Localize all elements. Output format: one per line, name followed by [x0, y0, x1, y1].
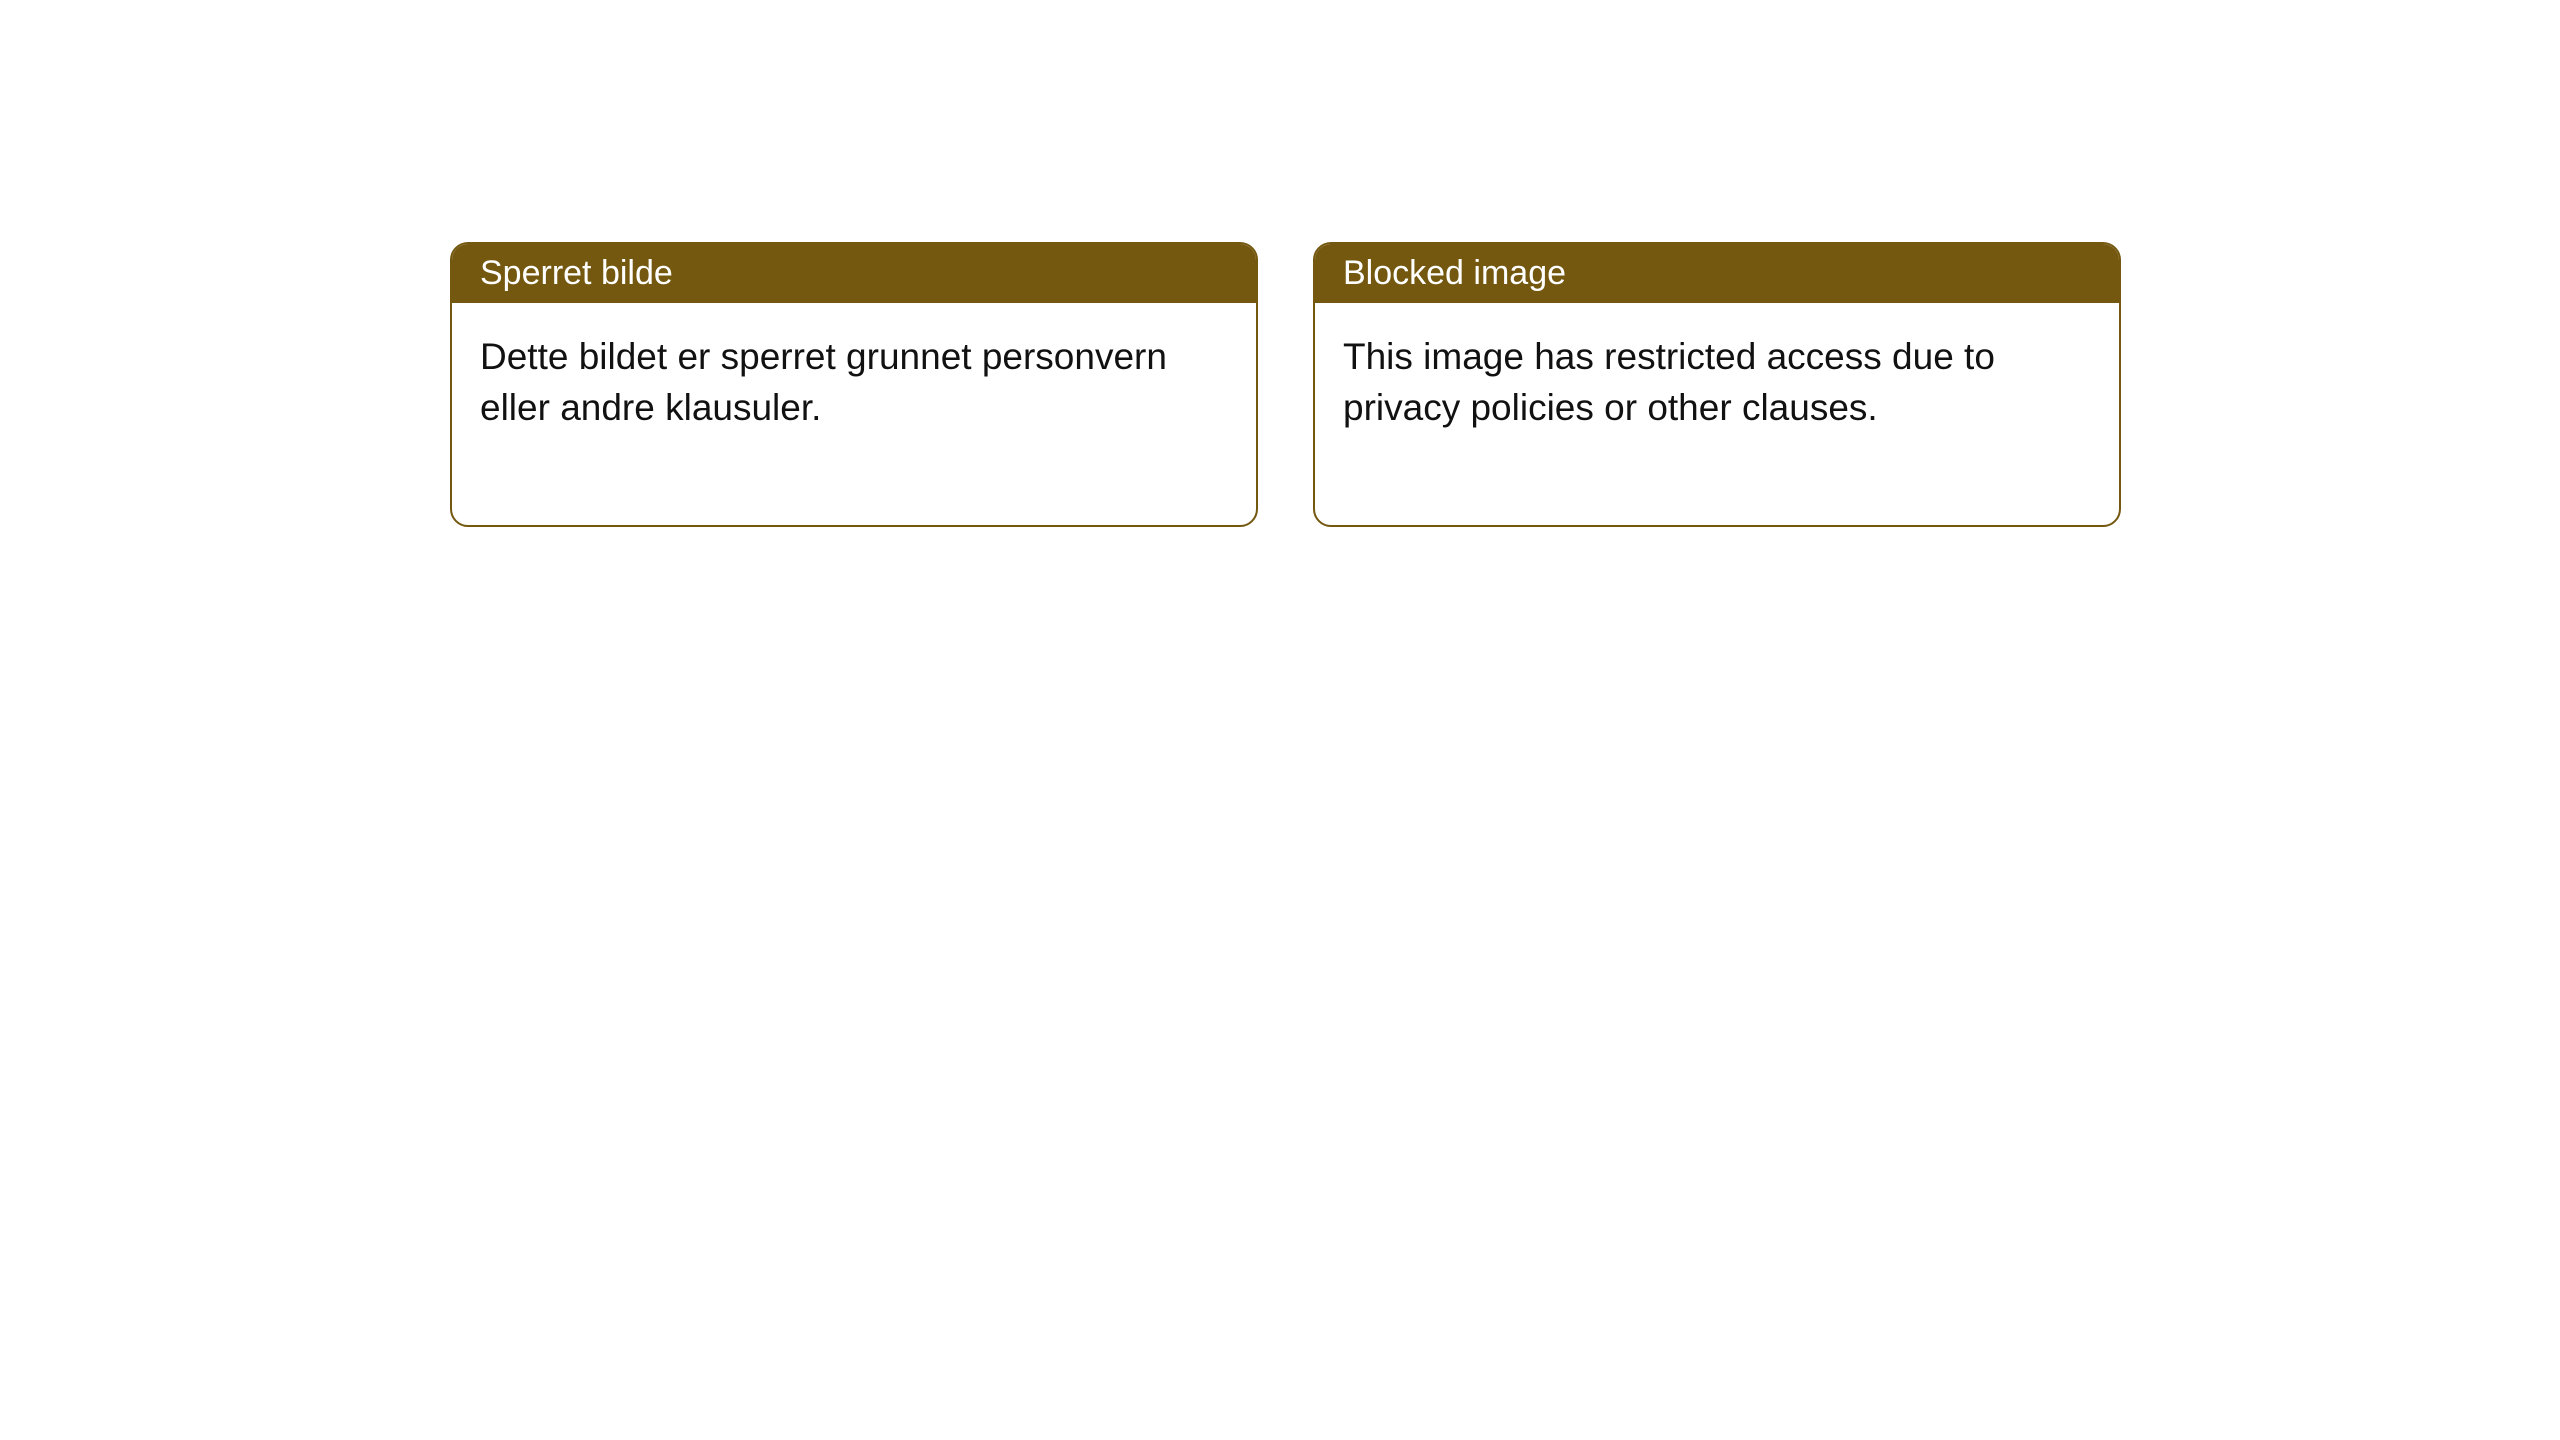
- notice-card-english: Blocked image This image has restricted …: [1313, 242, 2121, 527]
- notice-card-norwegian: Sperret bilde Dette bildet er sperret gr…: [450, 242, 1258, 527]
- notice-title: Blocked image: [1343, 254, 1566, 292]
- notice-title: Sperret bilde: [480, 254, 673, 292]
- notice-header: Sperret bilde: [452, 244, 1256, 303]
- notice-body-text: Dette bildet er sperret grunnet personve…: [480, 336, 1167, 428]
- notice-body-text: This image has restricted access due to …: [1343, 336, 1995, 428]
- notice-container: Sperret bilde Dette bildet er sperret gr…: [0, 0, 2560, 527]
- notice-body: This image has restricted access due to …: [1315, 303, 2119, 525]
- notice-header: Blocked image: [1315, 244, 2119, 303]
- notice-body: Dette bildet er sperret grunnet personve…: [452, 303, 1256, 525]
